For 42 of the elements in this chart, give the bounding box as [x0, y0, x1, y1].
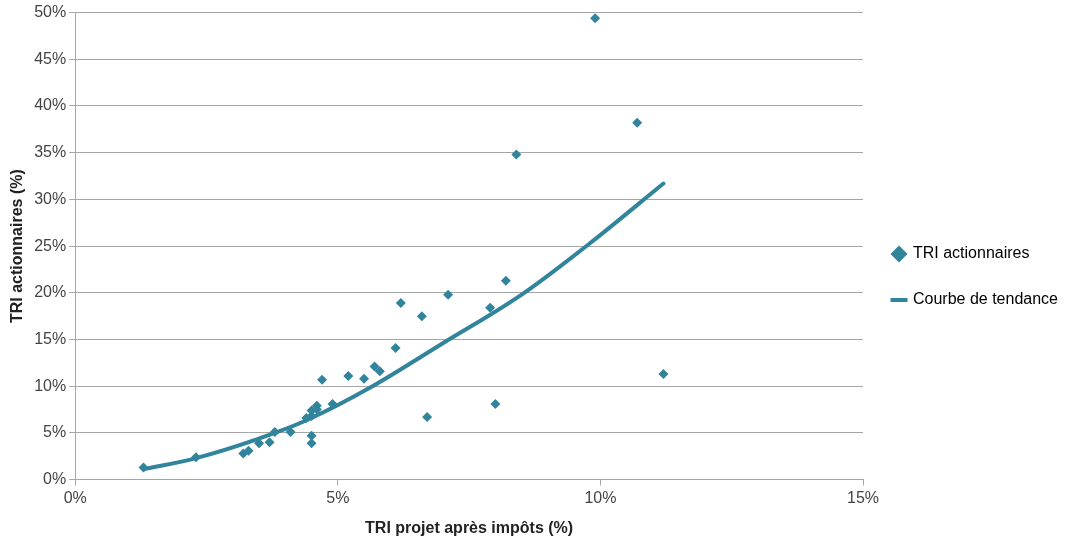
- point: [395, 298, 406, 309]
- y-tick-label: 15%: [34, 329, 67, 347]
- y-tick-label: 10%: [34, 376, 67, 394]
- legend-label: TRI actionnaires: [913, 244, 1030, 262]
- point: [490, 398, 501, 409]
- point: [511, 149, 522, 160]
- y-axis-title: TRI actionnaires (%): [8, 169, 26, 324]
- point: [243, 445, 254, 456]
- point: [306, 430, 317, 441]
- point: [374, 366, 385, 377]
- y-tick-label: 30%: [34, 189, 67, 207]
- point: [317, 374, 328, 385]
- point: [390, 342, 401, 353]
- point: [590, 13, 601, 24]
- x-tick-label: 0%: [63, 488, 87, 506]
- point: [306, 438, 317, 449]
- point: [264, 437, 275, 448]
- point: [269, 426, 280, 437]
- y-tick-label: 35%: [34, 143, 67, 161]
- point: [369, 361, 380, 372]
- point: [443, 289, 454, 300]
- y-tick-label: 20%: [34, 283, 67, 301]
- y-tick-label: 0%: [43, 470, 67, 488]
- point: [138, 462, 149, 473]
- y-tick-label: 25%: [34, 236, 67, 254]
- point: [485, 302, 496, 313]
- y-tick-label: 45%: [34, 49, 67, 67]
- legend-label: Courbe de tendance: [913, 290, 1059, 308]
- y-tick-label: 40%: [34, 96, 67, 114]
- x-tick-label: 5%: [326, 488, 350, 506]
- x-tick-label: 15%: [846, 488, 880, 506]
- point: [422, 412, 433, 423]
- x-axis-title: TRI projet après impôts (%): [365, 518, 574, 536]
- point: [359, 373, 370, 384]
- point: [658, 369, 669, 380]
- y-tick-label: 5%: [43, 423, 67, 441]
- point: [416, 311, 427, 322]
- point: [500, 275, 511, 286]
- y-tick-label: 50%: [34, 3, 67, 21]
- point: [343, 370, 354, 381]
- point: [632, 117, 643, 128]
- x-tick-label: 10%: [584, 488, 617, 506]
